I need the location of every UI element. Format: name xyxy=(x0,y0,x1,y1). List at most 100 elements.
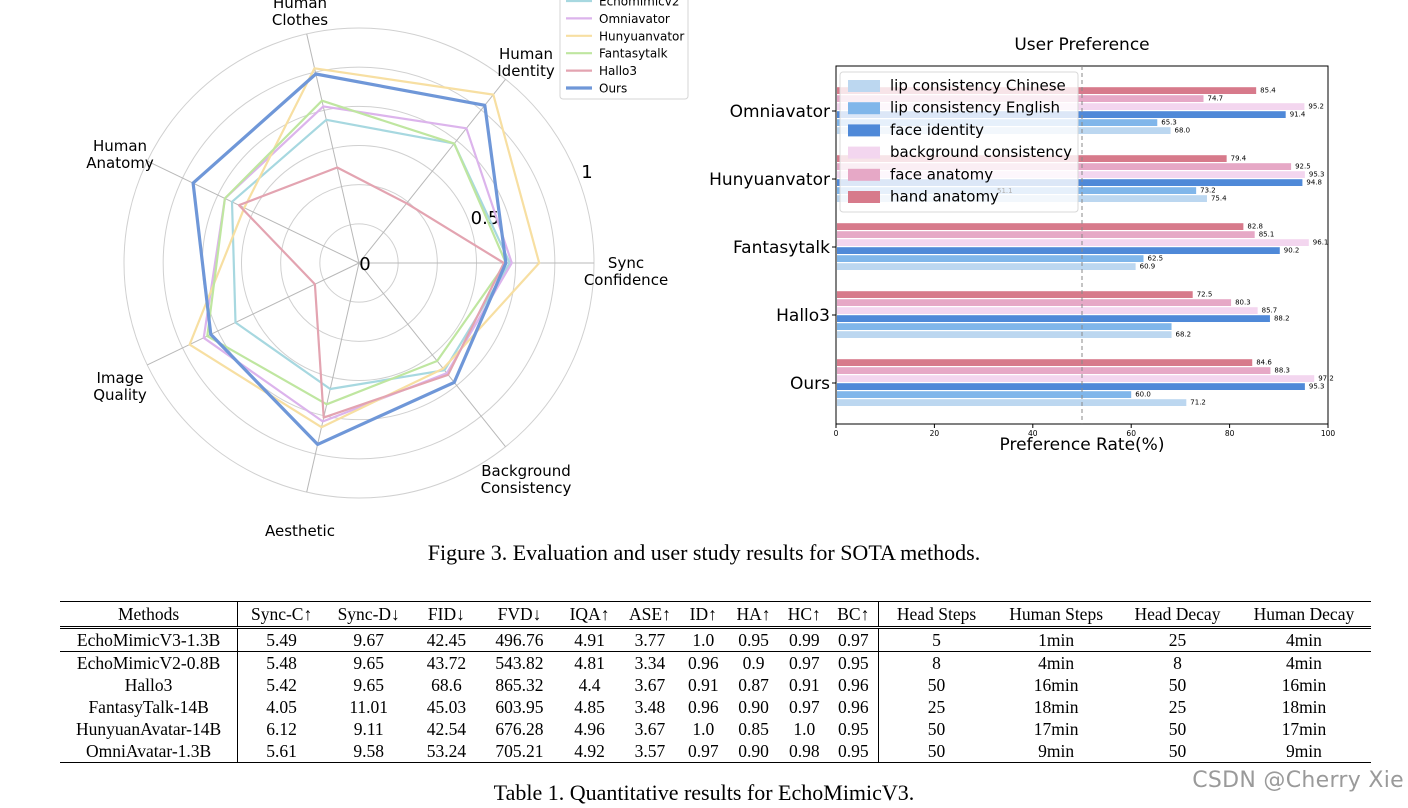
x-tick-label: 80 xyxy=(1225,429,1235,438)
header-iqa: IQA↑ xyxy=(558,601,621,629)
legend-swatch xyxy=(848,191,880,203)
radar-series-hallo3 xyxy=(237,166,505,419)
x-tick-label: 40 xyxy=(1028,429,1038,438)
method-name-cell: OmniAvatar-1.3B xyxy=(60,740,238,763)
value-cell: 3.77 xyxy=(620,627,680,652)
value-cell: 1.0 xyxy=(793,719,816,739)
header-hc: HC↑ xyxy=(779,601,829,629)
svg-text:Consistency: Consistency xyxy=(481,479,572,497)
bar-value-label: 85.4 xyxy=(1260,87,1276,95)
header-head-steps: Head Steps xyxy=(877,601,995,629)
bar-value-label: 82.8 xyxy=(1247,223,1263,231)
table-caption: Table 1. Quantitative results for EchoMi… xyxy=(493,780,915,805)
value-cell: 0.97 xyxy=(828,627,879,652)
bar xyxy=(837,255,1144,262)
radar-spoke xyxy=(358,78,506,264)
legend-label: hand anatomy xyxy=(890,188,999,206)
legend-label: Hunyuanvator xyxy=(599,29,684,43)
value-cell: 9min xyxy=(994,740,1119,763)
value-cell: 3.67 xyxy=(634,675,666,695)
bar-value-label: 88.3 xyxy=(1274,367,1290,375)
value-cell: 0.95 xyxy=(837,719,869,739)
value-cell: 9.11 xyxy=(353,719,384,739)
bar xyxy=(837,323,1172,330)
value-cell: 0.97 xyxy=(788,697,820,717)
bar xyxy=(837,315,1270,322)
value-cell: 603.95 xyxy=(495,697,544,717)
value-cell: 496.76 xyxy=(480,627,559,652)
legend-label: lip consistency English xyxy=(890,99,1060,117)
value-cell: 17min xyxy=(1033,719,1079,739)
value-cell: 0.90 xyxy=(727,740,780,763)
bar xyxy=(837,247,1280,254)
svg-text:Confidence: Confidence xyxy=(584,271,668,289)
bar xyxy=(837,375,1315,382)
value-cell: 1.0 xyxy=(679,627,728,652)
value-cell: 50 xyxy=(1118,740,1237,763)
value-cell: 68.6 xyxy=(431,675,462,695)
value-cell: 543.82 xyxy=(495,653,544,673)
table-row: Hallo3 5.42 9.65 68.6 865.32 4.4 3.67 0.91 0.87 0… xyxy=(60,674,1371,696)
bar-value-label: 94.8 xyxy=(1306,179,1322,187)
value-cell: 4min xyxy=(1285,653,1322,673)
bar-value-label: 88.2 xyxy=(1274,315,1290,323)
value-cell: 4.92 xyxy=(558,740,621,763)
value-cell: 9min xyxy=(1236,740,1371,763)
bar-value-label: 62.5 xyxy=(1148,255,1164,263)
method-name-cell: EchoMimicV2-0.8B xyxy=(76,653,221,673)
y-category-label: Omniavator xyxy=(730,102,830,122)
value-cell: 1min xyxy=(994,627,1119,652)
radar-spoke xyxy=(306,33,360,264)
svg-text:Identity: Identity xyxy=(497,62,555,80)
value-cell: 0.90 xyxy=(738,697,769,717)
radar-legend: Echomimicv2 Omniavator Hunyuanvator Fantasy… xyxy=(559,0,689,100)
value-cell: 25 xyxy=(877,696,995,718)
figure-caption: Figure 3. Evaluation and user study resu… xyxy=(427,540,981,565)
header-human-steps: Human Steps xyxy=(994,601,1119,629)
bar xyxy=(837,263,1136,270)
obscured-value-label: 51.1 xyxy=(997,187,1013,195)
header-id: ID↑ xyxy=(679,601,728,629)
radar-axis-label: Aesthetic xyxy=(265,522,335,540)
bar-value-label: 60.9 xyxy=(1140,263,1156,271)
legend-label: lip consistency Chinese xyxy=(890,77,1066,95)
method-name-cell: HunyuanAvatar-14B xyxy=(76,719,222,739)
table-row: EchoMimicV3-1.3B 5.49 9.67 42.45 496.76 4.91 3… xyxy=(60,627,1371,652)
radar-ring-label: 0 xyxy=(359,254,370,275)
bar-value-label: 73.2 xyxy=(1200,187,1216,195)
bar-value-label: 68.2 xyxy=(1176,331,1192,339)
value-cell: 0.95 xyxy=(828,740,879,763)
value-cell: 4.85 xyxy=(574,697,605,717)
value-cell: 4.4 xyxy=(578,675,601,695)
bar xyxy=(837,367,1271,374)
value-cell: 53.24 xyxy=(412,740,481,763)
svg-text:Quality: Quality xyxy=(93,386,147,404)
value-cell: 18min xyxy=(1281,697,1327,717)
legend-label: Omniavator xyxy=(599,12,670,26)
value-cell: 3.57 xyxy=(620,740,680,763)
legend-label: background consistency xyxy=(890,143,1072,161)
value-cell: 0.87 xyxy=(738,675,769,695)
x-tick-label: 60 xyxy=(1126,429,1136,438)
bar-value-label: 85.1 xyxy=(1259,231,1275,239)
bar-x-label: Preference Rate(%) xyxy=(1000,435,1165,455)
value-cell: 8 xyxy=(1173,653,1182,673)
bar xyxy=(837,359,1253,366)
radar-series-ours xyxy=(191,72,508,446)
bar-value-label: 74.7 xyxy=(1208,95,1224,103)
value-cell: 50 xyxy=(1168,719,1187,739)
table-row: OmniAvatar-1.3B 5.61 9.58 53.24 705.21 4.92 3.… xyxy=(60,740,1371,763)
bar-value-label: 95.3 xyxy=(1309,383,1325,391)
svg-text:Anatomy: Anatomy xyxy=(86,154,154,172)
bar-chart-title: User Preference xyxy=(1014,35,1149,55)
radar-grid xyxy=(123,27,595,499)
method-name-cell: FantasyTalk-14B xyxy=(88,697,209,717)
header-human-decay: Human Decay xyxy=(1236,601,1371,629)
value-cell: 4.91 xyxy=(558,627,621,652)
value-cell: 676.28 xyxy=(495,719,544,739)
svg-text:Human: Human xyxy=(499,45,553,63)
y-category-label: Hunyuanvator xyxy=(709,170,830,190)
bar xyxy=(837,231,1255,238)
